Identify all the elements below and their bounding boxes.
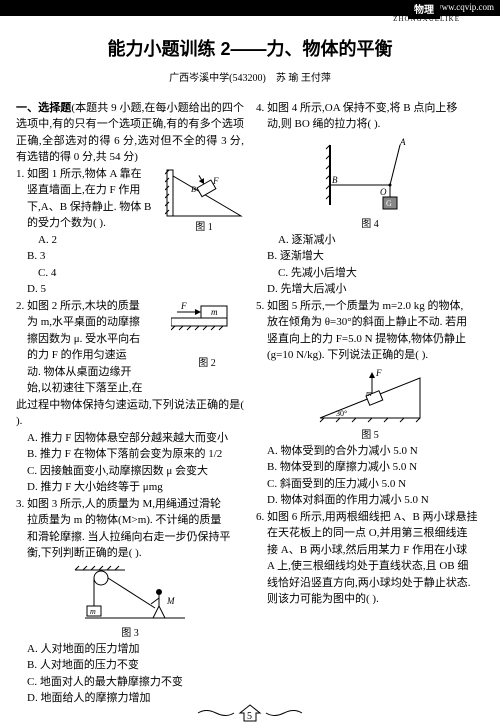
fig2-label: 图 2 xyxy=(170,356,244,371)
svg-text:F: F xyxy=(180,301,187,311)
svg-text:m: m xyxy=(90,607,96,616)
author-names: 苏 瑜 王付萍 xyxy=(276,73,331,84)
figure-4: A B O G xyxy=(320,135,420,215)
q1-line: 的受力个数为( ). xyxy=(16,215,160,232)
svg-text:m: m xyxy=(211,307,218,317)
q1-line: 下,A、B 保持静止. 物体 B xyxy=(16,199,160,216)
q5-line: 放在倾角为 θ=30°的斜面上静止不动. 若用 xyxy=(256,314,484,331)
q6-line: A 上,使三根细线均处于直线状态,且 OB 细 xyxy=(256,558,484,575)
svg-text:B: B xyxy=(332,175,338,185)
pinyin: ZHONGXUELIKE xyxy=(393,14,460,25)
q2-line: 的力 F 的作用匀速运 xyxy=(16,347,166,364)
question-2: 2. 如图 2 所示,木块的质量 为 m,水平桌面的动摩擦 擦因数为 μ. 受水… xyxy=(16,298,244,496)
q1-opt-b: B. 3 xyxy=(16,248,85,265)
q3-line: 和滑轮摩擦. 当人拉绳向右走一步仍保持平 xyxy=(16,529,244,546)
svg-text:F: F xyxy=(375,368,382,378)
svg-text:O: O xyxy=(380,187,387,197)
q4-line: 4. 如图 4 所示,OA 保持不变,将 B 点向上移 xyxy=(256,100,484,117)
section-head: 一、选择题 xyxy=(16,102,71,114)
q5-line: (g=10 N/kg). 下列说法正确的是( ). xyxy=(256,347,484,364)
q2-opt-b: B. 推力 F 在物体下落前会变为原来的 1/2 xyxy=(16,446,244,463)
fig4-label: 图 4 xyxy=(256,217,484,232)
figure-1: F B xyxy=(165,168,243,218)
figure-3: m M xyxy=(65,564,195,624)
q4-opt-c: C. 先减小后增大 xyxy=(267,265,376,282)
q5-opt-a: A. 物体受到的合外力减小 5.0 N xyxy=(256,443,484,460)
house-icon: 5 xyxy=(238,703,262,723)
flourish-icon xyxy=(196,706,236,720)
question-5: 5. 如图 5 所示,一个质量为 m=2.0 kg 的物体, 放在倾角为 θ=3… xyxy=(256,298,484,509)
q5-opt-c: C. 斜面受到的压力减小 5.0 N xyxy=(256,476,484,493)
figure-5: m F 30° xyxy=(310,366,430,426)
author-school: 广西岑溪中学(543200) xyxy=(169,73,266,84)
q2-line: 此过程中物体保持匀速运动,下列说法正确的是( ). xyxy=(16,397,244,430)
q5-opt-d: D. 物体对斜面的作用力减小 5.0 N xyxy=(256,492,484,509)
fig5-label: 图 5 xyxy=(256,428,484,443)
svg-text:30°: 30° xyxy=(336,409,347,418)
q2-opt-d: D. 推力 F 大小始终等于 μmg xyxy=(16,479,244,496)
q6-line: 接 A、B 两小球,然后用某力 F 作用在小球 xyxy=(256,542,484,559)
q4-opt-d: D. 先增大后减小 xyxy=(256,281,365,298)
q2-opt-a: A. 推力 F 因物体悬空部分越来越大而变小 xyxy=(16,430,244,447)
svg-text:m: m xyxy=(366,389,372,398)
q1-opt-a: A. 2 xyxy=(27,232,96,249)
q4-opt-a: A. 逐渐减小 xyxy=(267,232,376,249)
q1-line: 竖直墙面上,在力 F 作用 xyxy=(16,182,160,199)
figure-2: m F xyxy=(171,300,243,354)
svg-text:M: M xyxy=(166,596,175,606)
q5-line: 5. 如图 5 所示,一个质量为 m=2.0 kg 的物体, xyxy=(256,298,484,315)
q6-line: 线恰好沿竖直方向,两小球均处于静止状态. xyxy=(256,575,484,592)
q3-line: 3. 如图 3 所示,人的质量为 M,用绳通过滑轮 xyxy=(16,496,244,513)
svg-text:5: 5 xyxy=(247,711,252,722)
q1-opt-c: C. 4 xyxy=(27,265,96,282)
q6-line: 6. 如图 6 所示,用两根细线把 A、B 两小球悬挂 xyxy=(256,509,484,526)
authors: 广西岑溪中学(543200) 苏 瑜 王付萍 xyxy=(0,71,500,86)
q3-line: 拉质量为 m 的物体(M>m). 不计绳的质量 xyxy=(16,512,244,529)
svg-text:G: G xyxy=(386,199,392,208)
q6-line: 在天花板上的同一点 O,并用第三根细线连 xyxy=(256,525,484,542)
q4-opt-b: B. 逐渐增大 xyxy=(256,248,365,265)
page-title: 能力小题训练 2——力、物体的平衡 xyxy=(0,36,500,63)
q2-line: 始,以初速往下落至止,在 xyxy=(16,380,166,397)
svg-text:B: B xyxy=(191,185,196,194)
q5-opt-b: B. 物体受到的摩擦力减小 5.0 N xyxy=(256,459,484,476)
fig1-label: 图 1 xyxy=(164,220,244,235)
fig3-label: 图 3 xyxy=(16,626,244,641)
q2-line: 为 m,水平桌面的动摩擦 xyxy=(16,314,166,331)
q3-opt-a: A. 人对地面的压力增加 xyxy=(16,641,244,658)
q3-line: 衡,下列判断正确的是( ). xyxy=(16,545,244,562)
q2-opt-c: C. 因接触面变小,动摩擦因数 μ 会变大 xyxy=(16,463,244,480)
q4-line: 动,则 BO 绳的拉力将( ). xyxy=(256,116,484,133)
question-1: 1. 如图 1 所示,物体 A 靠在 竖直墙面上,在力 F 作用 下,A、B 保… xyxy=(16,166,244,298)
svg-text:A: A xyxy=(399,137,406,147)
q2-line: 动. 物体从桌面边缘开 xyxy=(16,364,166,381)
q1-line: 1. 如图 1 所示,物体 A 靠在 xyxy=(16,166,160,183)
q5-line: 竖直向上的力 F=5.0 N 提物体,物体仍静止 xyxy=(256,331,484,348)
q2-line: 2. 如图 2 所示,木块的质量 xyxy=(16,298,166,315)
svg-text:F: F xyxy=(212,176,219,186)
page-number: 5 xyxy=(196,703,304,723)
question-4: 4. 如图 4 所示,OA 保持不变,将 B 点向上移 动,则 BO 绳的拉力将… xyxy=(256,100,484,298)
flourish-icon xyxy=(264,706,304,720)
q3-opt-c: C. 地面对人的最大静摩擦力不变 xyxy=(16,674,244,691)
question-3: 3. 如图 3 所示,人的质量为 M,用绳通过滑轮 拉质量为 m 的物体(M>m… xyxy=(16,496,244,707)
q1-opt-d: D. 5 xyxy=(16,281,85,298)
question-6: 6. 如图 6 所示,用两根细线把 A、B 两小球悬挂 在天花板上的同一点 O,… xyxy=(256,509,484,608)
q3-opt-b: B. 人对地面的压力不变 xyxy=(16,657,244,674)
q6-line: 则该力可能为图中的( ). xyxy=(256,591,484,608)
q2-line: 擦因数为 μ. 受水平向右 xyxy=(16,331,166,348)
